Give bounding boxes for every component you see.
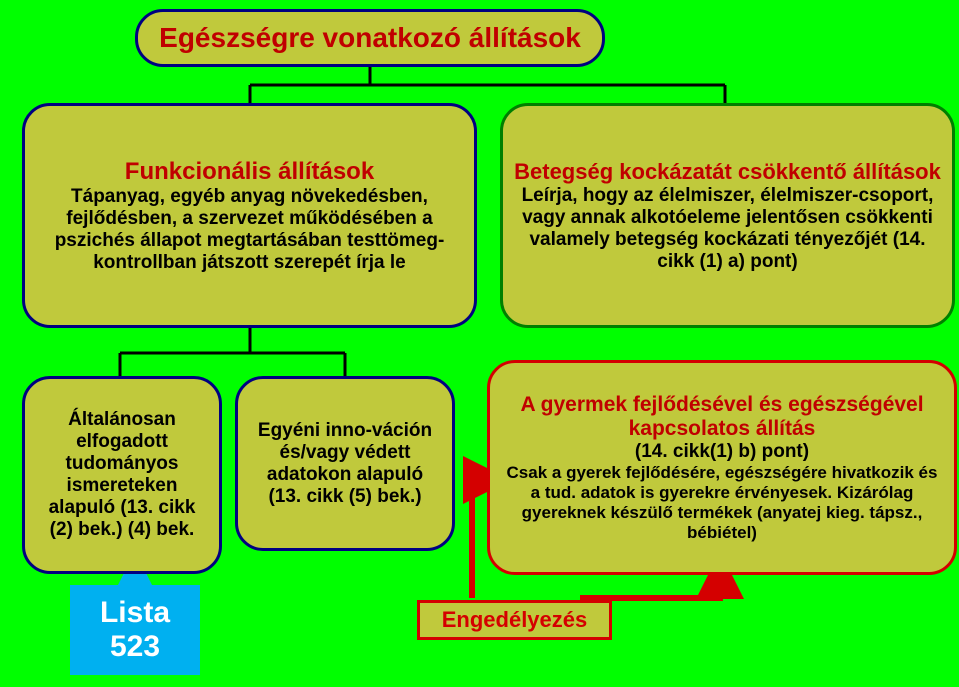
lista-box: Lista 523 (70, 585, 200, 675)
gyermek-node: A gyermek fejlődésével és egészségével k… (487, 360, 957, 575)
funkcionalis-node: Funkcionális állítások Tápanyag, egyéb a… (22, 103, 477, 328)
root-node: Egészségre vonatkozó állítások (135, 9, 605, 67)
egyeni-node: Egyéni inno-váción és/vagy védett adatok… (235, 376, 455, 551)
altalanos-node: Általánosan elfogadott tudományos ismere… (22, 376, 222, 574)
funkcionalis-body: Tápanyag, egyéb anyag növekedésben, fejl… (35, 186, 464, 274)
gyermek-title: A gyermek fejlődésével és egészségével k… (500, 393, 944, 441)
root-title: Egészségre vonatkozó állítások (148, 22, 592, 54)
betegseg-body: Leírja, hogy az élelmiszer, élelmiszer-c… (513, 185, 942, 273)
egyeni-body: Egyéni inno-váción és/vagy védett adatok… (248, 420, 442, 508)
altalanos-body: Általánosan elfogadott tudományos ismere… (35, 409, 209, 541)
lista-line2: 523 (70, 630, 200, 664)
gyermek-sub1: (14. cikk(1) b) pont) (500, 441, 944, 463)
engedely-box: Engedélyezés (417, 600, 612, 640)
gyermek-body: Csak a gyerek fejlődésére, egészségére h… (500, 463, 944, 543)
engedely-label: Engedélyezés (420, 607, 609, 633)
betegseg-title: Betegség kockázatát csökkentő állítások (513, 159, 942, 185)
lista-line1: Lista (70, 596, 200, 630)
funkcionalis-title: Funkcionális állítások (35, 158, 464, 186)
betegseg-node: Betegség kockázatát csökkentő állítások … (500, 103, 955, 328)
